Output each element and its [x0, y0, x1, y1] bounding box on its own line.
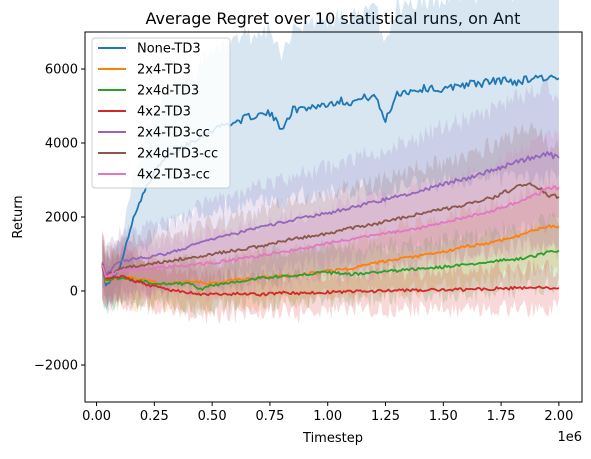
x-tick-label: 1.75 — [487, 409, 516, 424]
x-tick-label: 1.25 — [371, 409, 400, 424]
line-2x4d-td3-cc — [101, 182, 560, 278]
line-4x2-td3-cc — [101, 185, 560, 278]
x-tick-label: 0.00 — [82, 409, 111, 424]
y-axis-ticks: −2000 0 2000 4000 6000 — [34, 63, 85, 374]
x-tick-label: 1.00 — [313, 409, 342, 424]
y-tick-label: 6000 — [45, 63, 78, 78]
x-tick-label: 2.00 — [544, 409, 573, 424]
legend-label-2x4-td3-cc: 2x4-TD3-cc — [137, 126, 210, 141]
line-4x2-td3 — [101, 266, 560, 297]
x-tick-label: 1.50 — [429, 409, 458, 424]
x-axis-label: Timestep — [302, 431, 363, 446]
band-2x4-td3-cc — [102, 77, 559, 306]
x-tick-label: 0.50 — [198, 409, 227, 424]
band-2x4-td3 — [102, 177, 559, 316]
x-axis-offset-label: 1e6 — [557, 430, 582, 445]
y-tick-label: −2000 — [34, 359, 78, 374]
legend-label-2x4d-td3: 2x4d-TD3 — [137, 84, 199, 99]
band-2x4d-td3-cc — [102, 121, 559, 308]
legend-box — [91, 37, 231, 189]
y-tick-label: 4000 — [45, 137, 78, 152]
line-2x4d-td3 — [101, 249, 560, 291]
legend-label-none-td3: None-TD3 — [137, 42, 201, 57]
line-2x4-td3-cc — [101, 151, 560, 276]
legend-label-2x4d-td3-cc: 2x4d-TD3-cc — [137, 147, 218, 162]
legend-label-4x2-td3: 4x2-TD3 — [137, 105, 191, 120]
x-axis-ticks: 0.00 0.25 0.50 0.75 1.00 1.25 1.50 1.75 2.00 — [82, 402, 573, 424]
x-tick-label: 0.25 — [140, 409, 169, 424]
y-axis-label: Return — [11, 195, 26, 238]
legend-label-4x2-td3-cc: 4x2-TD3-cc — [137, 168, 210, 183]
band-4x2-td3 — [102, 233, 559, 325]
chart-title: Average Regret over 10 statistical runs,… — [146, 9, 521, 28]
legend-label-2x4-td3: 2x4-TD3 — [137, 63, 191, 78]
x-tick-label: 0.75 — [255, 409, 284, 424]
legend: None-TD3 2x4-TD3 2x4d-TD3 4x2-TD3 2x4-TD3-cc… — [91, 37, 231, 189]
y-tick-label: 2000 — [45, 211, 78, 226]
series-lines — [101, 74, 560, 297]
y-tick-label: 0 — [70, 285, 78, 300]
